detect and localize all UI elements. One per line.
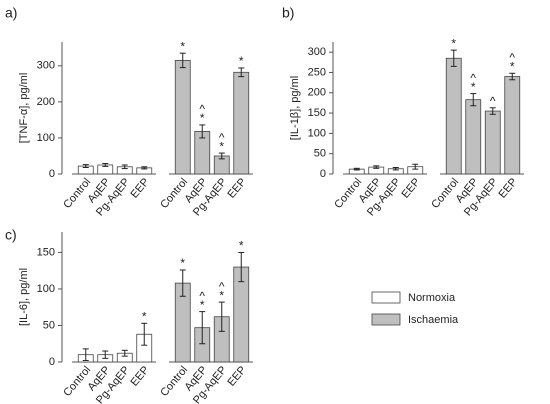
y-tick-label: 100 <box>37 132 55 144</box>
bar <box>484 110 501 175</box>
significance-mark: * <box>200 298 205 312</box>
y-tick-label: 150 <box>308 107 326 119</box>
y-tick-label: 200 <box>37 96 55 108</box>
significance-mark: * <box>239 239 244 253</box>
significance-mark: ^ <box>509 50 515 64</box>
significance-mark: * <box>219 139 224 153</box>
significance-mark: * <box>200 111 205 125</box>
significance-mark: * <box>451 36 456 50</box>
y-axis-label: [IL-6], pg/ml <box>18 268 30 326</box>
bar <box>504 76 521 175</box>
x-tick-label: EEP <box>225 176 248 201</box>
legend-label: Normoxia <box>408 292 456 304</box>
y-axis-label: [TNF-α], pg/ml <box>18 73 30 144</box>
significance-mark: ^ <box>199 289 205 303</box>
significance-mark: ^ <box>219 279 225 293</box>
x-tick-label: EEP <box>399 176 422 201</box>
y-tick-label: 50 <box>43 319 55 331</box>
y-tick-label: 300 <box>308 46 326 58</box>
significance-mark: * <box>239 54 244 68</box>
significance-mark: * <box>180 256 185 270</box>
y-tick-label: 0 <box>49 168 55 180</box>
y-tick-label: 0 <box>49 356 55 368</box>
y-tick-label: 100 <box>308 127 326 139</box>
bar <box>174 59 191 175</box>
bar <box>465 99 482 175</box>
y-tick-label: 150 <box>37 246 55 258</box>
y-axis-label: [IL-1β], pg/ml <box>289 76 301 140</box>
bar <box>445 57 462 175</box>
panel-label: c) <box>5 227 17 243</box>
y-tick-label: 300 <box>37 60 55 72</box>
legend-label: Ischaemia <box>408 314 459 326</box>
legend-swatch <box>371 313 401 326</box>
x-tick-label: EEP <box>225 364 248 389</box>
y-tick-label: 0 <box>320 168 326 180</box>
y-tick-label: 50 <box>314 148 326 160</box>
significance-mark: * <box>219 288 224 302</box>
bar <box>233 71 250 175</box>
y-tick-label: 200 <box>308 87 326 99</box>
significance-mark: * <box>142 309 147 323</box>
significance-mark: ^ <box>219 130 225 144</box>
x-tick-label: EEP <box>128 364 151 389</box>
significance-mark: * <box>180 39 185 53</box>
y-tick-label: 250 <box>308 66 326 78</box>
significance-mark: ^ <box>470 71 476 85</box>
significance-mark: ^ <box>490 94 496 108</box>
significance-mark: * <box>471 80 476 94</box>
y-tick-label: 100 <box>37 283 55 295</box>
x-tick-label: EEP <box>496 176 519 201</box>
significance-mark: ^ <box>199 102 205 116</box>
panel-label: a) <box>5 5 17 21</box>
significance-mark: * <box>510 59 515 73</box>
legend-swatch <box>371 291 401 304</box>
panel-label: b) <box>282 5 294 21</box>
x-tick-label: EEP <box>128 176 151 201</box>
